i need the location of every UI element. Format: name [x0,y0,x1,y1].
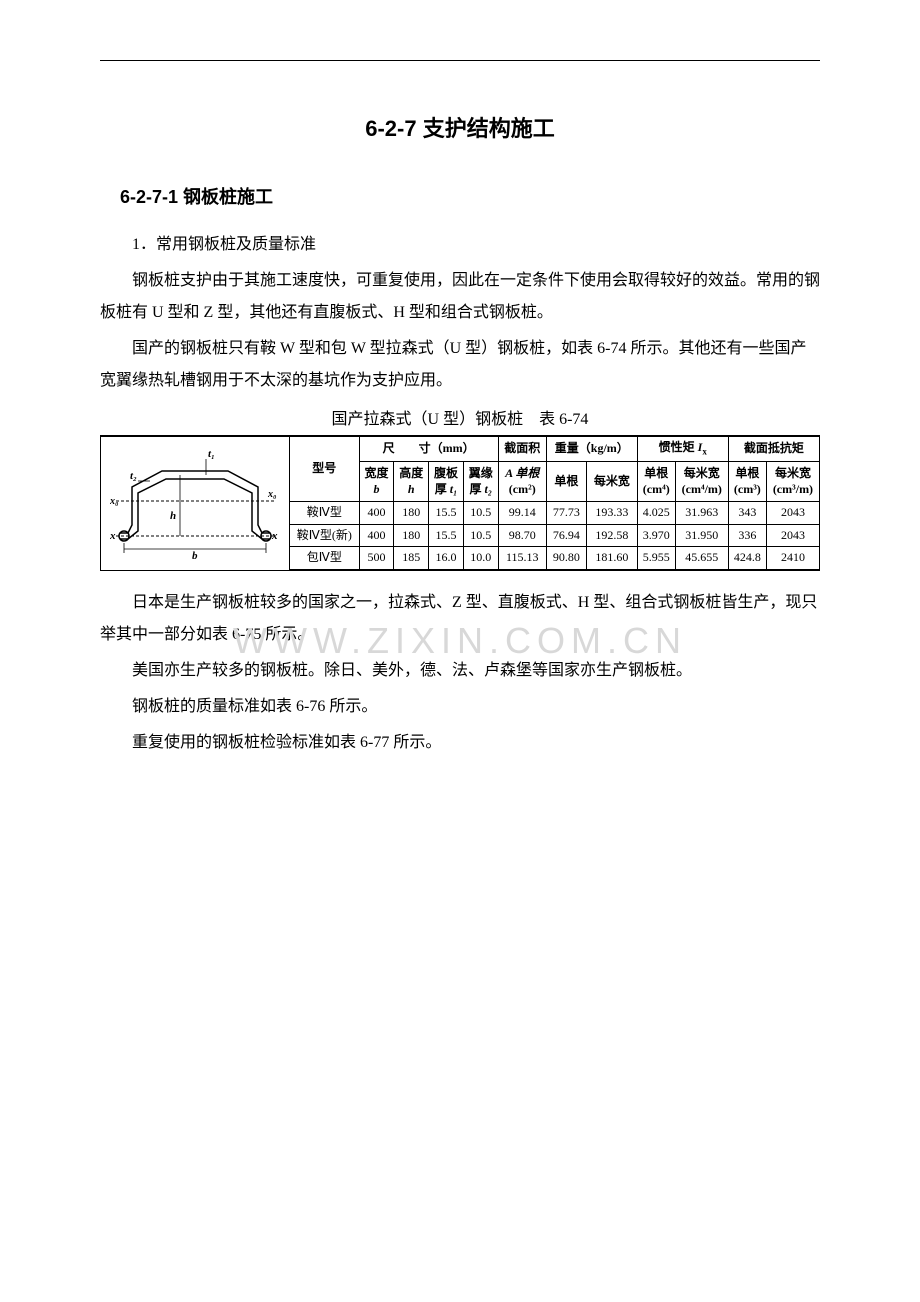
th-inertia-sub: x [702,447,707,457]
para-bottom-2: 美国亦生产较多的钢板桩。除日、美外，德、法、卢森堡等国家亦生产钢板桩。 [100,655,820,687]
cell-A: 98.70 [498,524,546,547]
diag-label-t1: t₁ [208,448,215,460]
th-area: A 单根 (cm²) [498,462,546,502]
th-flange: 翼缘厚 t₂ [463,462,498,502]
th-i-perm-unit: (cm⁴/m) [682,482,722,496]
sub-title: 6-2-7-1 钢板桩施工 [120,183,820,209]
diag-label-t2: t₂ [130,470,137,482]
th-i-perm-label: 每米宽 [684,466,720,480]
para-bottom-3: 钢板桩的质量标准如表 6-76 所示。 [100,691,820,723]
cell-t2: 10.0 [463,547,498,570]
diag-label-b: b [192,550,198,561]
th-flange-sym: t₂ [485,482,493,496]
cell-ws: 77.73 [546,502,586,525]
diag-label-xl: x [110,530,116,542]
para-top-3: 国产的钢板桩只有鞍 W 型和包 W 型拉森式（U 型）钢板桩，如表 6-74 所… [100,333,820,397]
cell-Ip: 31.950 [675,524,728,547]
cell-Zs: 336 [728,524,766,547]
cell-model: 鞍Ⅳ型(新) [290,524,360,547]
th-z-perm: 每米宽 (cm³/m) [766,462,819,502]
cell-Ip: 45.655 [675,547,728,570]
th-flange-prefix: 厚 [470,482,485,496]
th-web-label: 腹板 [434,466,458,480]
diagram-cell: t₁ t₂ x₀ x₀ x x h b [101,436,290,570]
th-i-single-unit: (cm⁴) [643,482,670,496]
cell-wp: 192.58 [586,524,637,547]
th-model: 型号 [290,436,360,502]
diag-label-x0r: x₀ [267,489,277,500]
th-height: 高度 h [394,462,429,502]
th-width-sym: b [373,482,379,496]
diag-label-h: h [170,510,176,522]
cell-wp: 193.33 [586,502,637,525]
cell-model: 鞍Ⅳ型 [290,502,360,525]
th-weight-group: 重量（kg/m） [546,436,637,462]
table-6-74: t₁ t₂ x₀ x₀ x x h b 型号 尺 寸（mm） 截面积 重 [100,435,820,571]
th-width-label: 宽度 [364,466,388,480]
cell-Is: 3.970 [637,524,675,547]
cell-Zs: 424.8 [728,547,766,570]
th-height-sym: h [408,482,415,496]
cell-t2: 10.5 [463,502,498,525]
th-dim-group: 尺 寸（mm） [359,436,498,462]
th-z-single: 单根 (cm³) [728,462,766,502]
th-area-label: 截面积 [498,436,546,462]
cell-t2: 10.5 [463,524,498,547]
cell-ws: 90.80 [546,547,586,570]
th-area-unit: (cm²) [509,482,536,496]
th-i-perm: 每米宽 (cm⁴/m) [675,462,728,502]
cell-b: 400 [359,524,394,547]
para-bottom-1: 日本是生产钢板桩较多的国家之一，拉森式、Z 型、直腹板式、H 型、组合式钢板桩皆… [100,587,820,651]
th-z-single-label: 单根 [735,466,759,480]
cell-b: 500 [359,547,394,570]
para-top-2: 钢板桩支护由于其施工速度快，可重复使用，因此在一定条件下使用会取得较好的效益。常… [100,265,820,329]
th-web: 腹板厚 t₁ [429,462,464,502]
para-bottom-4: 重复使用的钢板桩检验标准如表 6-77 所示。 [100,727,820,759]
cell-model: 包Ⅳ型 [290,547,360,570]
cell-wp: 181.60 [586,547,637,570]
cell-h: 180 [394,502,429,525]
cell-h: 180 [394,524,429,547]
cell-t1: 16.0 [429,547,464,570]
section-diagram: t₁ t₂ x₀ x₀ x x h b [110,441,280,561]
cell-ws: 76.94 [546,524,586,547]
sheet-pile-table: t₁ t₂ x₀ x₀ x x h b 型号 尺 寸（mm） 截面积 重 [100,435,820,571]
th-z-perm-label: 每米宽 [775,466,811,480]
cell-A: 115.13 [498,547,546,570]
cell-Is: 5.955 [637,547,675,570]
th-modulus-group: 截面抵抗矩 [728,436,819,462]
top-rule [100,60,820,61]
th-web-sym: t₁ [450,482,458,496]
th-inertia-prefix: 惯性矩 [659,440,698,454]
th-height-label: 高度 [399,466,423,480]
th-z-perm-unit: (cm³/m) [773,482,813,496]
diag-label-xr: x [271,530,278,542]
cell-t1: 15.5 [429,502,464,525]
cell-t1: 15.5 [429,524,464,547]
th-z-single-unit: (cm³) [734,482,761,496]
cell-Zs: 343 [728,502,766,525]
cell-Zp: 2043 [766,502,819,525]
cell-Is: 4.025 [637,502,675,525]
cell-b: 400 [359,502,394,525]
th-i-single-label: 单根 [644,466,668,480]
th-web-prefix: 厚 [435,482,450,496]
main-title: 6-2-7 支护结构施工 [100,111,820,143]
cell-Zp: 2410 [766,547,819,570]
diag-label-x0l: x₀ [110,496,119,507]
th-w-single: 单根 [546,462,586,502]
th-i-single: 单根 (cm⁴) [637,462,675,502]
cell-A: 99.14 [498,502,546,525]
th-flange-label: 翼缘 [469,466,493,480]
th-inertia-group: 惯性矩 Ix [637,436,728,462]
th-area-label: A 单根 [505,466,539,480]
cell-h: 185 [394,547,429,570]
th-w-perm: 每米宽 [586,462,637,502]
table-caption: 国产拉森式（U 型）钢板桩 表 6-74 [100,405,820,429]
para-top-1: 1．常用钢板桩及质量标准 [100,229,820,261]
th-width: 宽度 b [359,462,394,502]
cell-Zp: 2043 [766,524,819,547]
cell-Ip: 31.963 [675,502,728,525]
